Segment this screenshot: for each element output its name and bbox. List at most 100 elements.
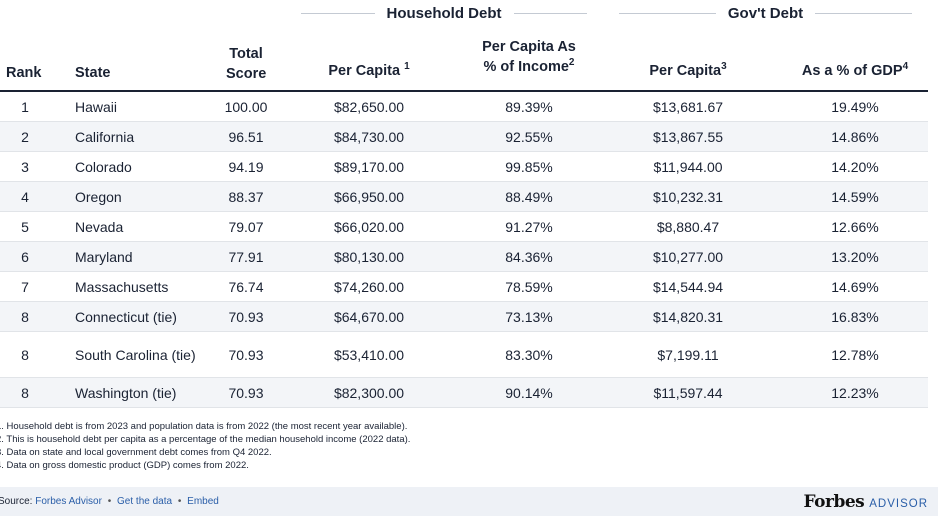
- cell-state: Hawaii: [75, 98, 118, 115]
- table-row: 5 Nevada 79.07 $66,020.00 91.27% $8,880.47 12.…: [0, 212, 928, 242]
- cell-total-score: 77.91: [228, 248, 264, 265]
- cell-gov-per-capita: $11,944.00: [653, 158, 723, 175]
- column-header-total-score: Total Score: [226, 44, 266, 84]
- column-header-pci-line2-wrap: % of Income2: [470, 57, 588, 77]
- cell-per-capita-income: 92.55%: [505, 128, 553, 145]
- cell-rank: 8: [21, 308, 29, 325]
- cell-state: Connecticut (tie): [75, 308, 177, 325]
- table-row: 6 Maryland 77.91 $80,130.00 84.36% $10,277.00…: [0, 242, 928, 272]
- table-row: 3 Colorado 94.19 $89,170.00 99.85% $11,944.00…: [0, 152, 928, 182]
- embed-link[interactable]: Embed: [187, 496, 219, 507]
- column-header-per-capita: Per Capita 1: [301, 61, 437, 81]
- column-header-rank: Rank: [6, 65, 42, 81]
- cell-gdp-percent: 12.78%: [831, 346, 879, 363]
- cell-state: Massachusetts: [75, 278, 169, 295]
- source-label: Source:: [0, 496, 33, 507]
- cell-gov-per-capita: $13,867.55: [652, 128, 724, 145]
- logo-advisor-text: ADVISOR: [869, 498, 928, 510]
- group-rule-left: [619, 12, 716, 14]
- cell-gdp-percent: 14.59%: [831, 188, 879, 205]
- footnote: 4. Data on gross domestic product (GDP) …: [0, 460, 249, 471]
- cell-gov-per-capita: $8,880.47: [656, 218, 720, 235]
- cell-per-capita-income: 99.85%: [505, 158, 553, 175]
- cell-state: Nevada: [75, 218, 124, 235]
- cell-total-score: 70.93: [228, 346, 264, 363]
- cell-gov-per-capita: $11,597.44: [653, 384, 723, 401]
- cell-per-capita: $66,020.00: [333, 218, 405, 235]
- cell-total-score: 100.00: [224, 98, 268, 115]
- cell-gdp-percent: 12.66%: [831, 218, 879, 235]
- cell-per-capita-income: 91.27%: [505, 218, 553, 235]
- source-line: Source: Forbes Advisor • Get the data • …: [0, 496, 219, 507]
- footnotes: 1. Household debt is from 2023 and popul…: [0, 420, 410, 472]
- cell-gov-per-capita: $14,820.31: [652, 308, 724, 325]
- cell-rank: 2: [21, 128, 29, 145]
- cell-per-capita-income: 83.30%: [505, 346, 553, 363]
- cell-gov-per-capita: $7,199.11: [657, 346, 719, 363]
- column-header-state: State: [75, 65, 111, 81]
- column-header-pci-line2: % of Income: [483, 59, 569, 75]
- cell-rank: 3: [21, 158, 29, 175]
- cell-state: Oregon: [75, 188, 122, 205]
- cell-gdp-percent: 13.20%: [831, 248, 879, 265]
- govt-debt-group-header: Gov't Debt: [619, 4, 913, 22]
- cell-per-capita: $64,670.00: [333, 308, 405, 325]
- cell-total-score: 94.19: [228, 158, 264, 175]
- cell-total-score: 70.93: [228, 384, 264, 401]
- group-rule-right: [513, 12, 587, 14]
- cell-per-capita: $53,410.00: [333, 346, 405, 363]
- cell-gdp-percent: 14.86%: [831, 128, 879, 145]
- column-header-total-line1: Total: [229, 46, 263, 62]
- cell-total-score: 70.93: [228, 308, 264, 325]
- column-header-gdp-text: As a % of GDP: [801, 63, 903, 79]
- cell-state: Washington (tie): [75, 384, 177, 401]
- cell-total-score: 79.07: [228, 218, 264, 235]
- cell-gdp-percent: 14.20%: [831, 158, 879, 175]
- forbes-advisor-logo[interactable]: Forbes ADVISOR: [804, 492, 928, 512]
- household-debt-label: Household Debt: [386, 4, 502, 22]
- footnote-ref-1: 1: [404, 61, 410, 73]
- footnote-ref-4: 4: [902, 61, 909, 73]
- footnote: 3. Data on state and local government de…: [0, 447, 272, 458]
- separator-dot: •: [177, 496, 182, 507]
- footer-bar: Source: Forbes Advisor • Get the data • …: [0, 487, 938, 516]
- cell-total-score: 96.51: [228, 128, 264, 145]
- table-row: 8 South Carolina (tie) 70.93 $53,410.00 83.3…: [0, 332, 928, 378]
- cell-rank: 7: [21, 278, 29, 295]
- cell-total-score: 76.74: [228, 278, 264, 295]
- cell-per-capita: $82,650.00: [333, 98, 405, 115]
- cell-rank: 4: [21, 188, 29, 205]
- cell-rank: 6: [21, 248, 29, 265]
- group-rule-right: [815, 12, 913, 14]
- group-rule-left: [301, 12, 375, 14]
- get-data-link[interactable]: Get the data: [117, 496, 173, 507]
- table-row: 2 California 96.51 $84,730.00 92.55% $13,867.…: [0, 122, 928, 152]
- footnote-ref-2: 2: [568, 57, 575, 69]
- cell-per-capita: $82,300.00: [333, 384, 405, 401]
- cell-per-capita-income: 89.39%: [505, 98, 553, 115]
- cell-gdp-percent: 19.49%: [831, 98, 879, 115]
- household-debt-group-header: Household Debt: [301, 4, 587, 22]
- logo-forbes-text: Forbes: [803, 492, 865, 512]
- cell-rank: 5: [21, 218, 29, 235]
- rankings-table: 1 Hawaii 100.00 $82,650.00 89.39% $13,681.67 1…: [0, 92, 928, 408]
- cell-rank: 8: [21, 346, 29, 363]
- footnote: 2. This is household debt per capita as …: [0, 434, 411, 445]
- cell-per-capita-income: 78.59%: [505, 278, 553, 295]
- table-row: 1 Hawaii 100.00 $82,650.00 89.39% $13,681.67 1…: [0, 92, 928, 122]
- table-row: 8 Washington (tie) 70.93 $82,300.00 90.14% $1…: [0, 378, 928, 408]
- cell-rank: 8: [21, 384, 29, 401]
- footnote: 1. Household debt is from 2023 and popul…: [0, 421, 408, 432]
- table-row: 7 Massachusetts 76.74 $74,260.00 78.59% $14,5…: [0, 272, 928, 302]
- column-header-per-capita-text: Per Capita: [328, 63, 401, 79]
- cell-gdp-percent: 16.83%: [831, 308, 879, 325]
- separator-dot: •: [107, 496, 112, 507]
- column-header-total-line2: Score: [226, 66, 267, 82]
- cell-state: South Carolina (tie): [75, 346, 196, 363]
- cell-state: Colorado: [75, 158, 132, 175]
- header-divider: [0, 90, 928, 92]
- column-header-gov-per-capita: Per Capita3: [618, 61, 758, 81]
- table-row: 4 Oregon 88.37 $66,950.00 88.49% $10,232.31 14…: [0, 182, 928, 212]
- cell-per-capita-income: 73.13%: [505, 308, 553, 325]
- source-link[interactable]: Forbes Advisor: [35, 496, 102, 507]
